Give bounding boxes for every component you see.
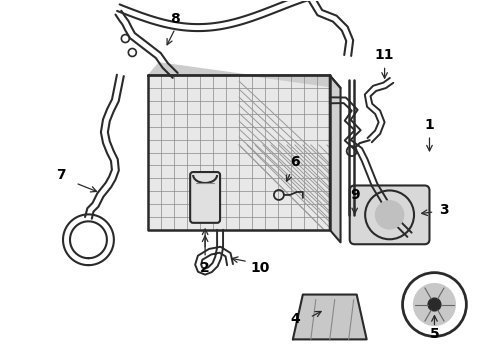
Circle shape [376, 201, 404, 229]
FancyBboxPatch shape [350, 185, 429, 244]
Polygon shape [330, 75, 341, 242]
Text: 4: 4 [290, 312, 300, 327]
Text: 11: 11 [375, 49, 394, 63]
FancyBboxPatch shape [190, 172, 220, 223]
Circle shape [414, 284, 455, 325]
Text: 7: 7 [56, 168, 65, 182]
Text: 9: 9 [350, 188, 360, 202]
Circle shape [428, 298, 441, 311]
Text: 1: 1 [425, 118, 434, 132]
Polygon shape [293, 294, 367, 339]
Text: 5: 5 [430, 327, 440, 341]
Text: 10: 10 [250, 261, 270, 275]
Text: 2: 2 [200, 261, 210, 275]
Polygon shape [148, 75, 330, 230]
Polygon shape [148, 63, 341, 88]
Text: 8: 8 [171, 12, 180, 26]
Text: 6: 6 [290, 155, 300, 169]
Text: 3: 3 [440, 203, 449, 217]
